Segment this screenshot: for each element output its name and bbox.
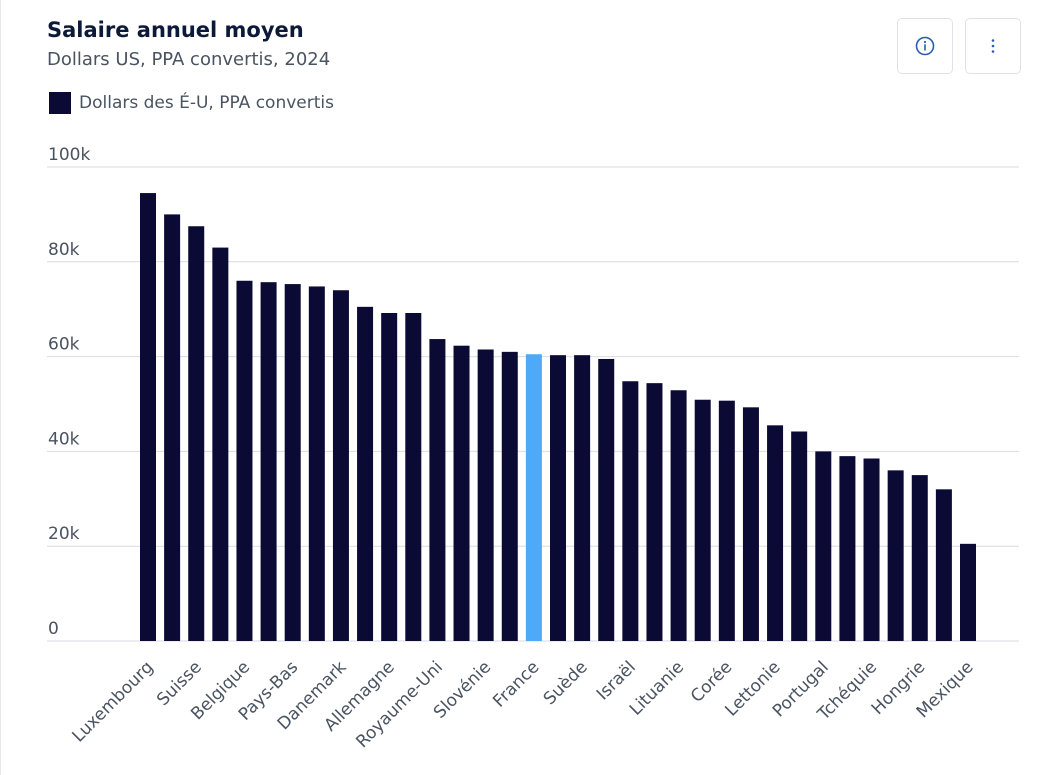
chart-subtitle: Dollars US, PPA convertis, 2024 — [47, 49, 331, 70]
bar[interactable] — [525, 354, 542, 641]
bar[interactable] — [839, 456, 856, 641]
bar[interactable] — [887, 470, 904, 641]
bar[interactable] — [550, 355, 566, 641]
y-tick-label: 20k — [48, 524, 80, 544]
x-tick-label: Lituanie — [626, 657, 688, 719]
bar[interactable] — [935, 489, 952, 641]
bar[interactable] — [791, 431, 808, 641]
more-vertical-icon — [991, 39, 995, 53]
bar[interactable] — [357, 306, 374, 641]
bar[interactable] — [911, 475, 928, 641]
bar[interactable] — [405, 312, 422, 641]
chart-legend[interactable]: Dollars des É-U, PPA convertis — [49, 92, 334, 114]
bar[interactable] — [574, 355, 591, 641]
bar[interactable] — [718, 400, 735, 641]
bar[interactable] — [188, 226, 205, 641]
info-icon — [915, 36, 935, 56]
bar[interactable] — [622, 381, 639, 641]
legend-swatch — [49, 92, 71, 114]
bar[interactable] — [332, 290, 349, 641]
bar[interactable] — [501, 351, 518, 641]
bar[interactable] — [670, 390, 687, 641]
bar[interactable] — [742, 407, 759, 641]
y-tick-label: 80k — [48, 240, 80, 260]
y-tick-label: 40k — [48, 429, 80, 449]
bar[interactable] — [694, 399, 711, 641]
bar[interactable] — [164, 214, 181, 641]
x-tick-label: France — [489, 657, 543, 711]
bar[interactable] — [236, 280, 253, 641]
bar[interactable] — [960, 543, 976, 641]
bar[interactable] — [140, 193, 156, 641]
more-options-button[interactable] — [965, 18, 1021, 74]
bar[interactable] — [863, 458, 880, 641]
bar[interactable] — [381, 312, 398, 641]
y-tick-label: 0 — [48, 619, 59, 639]
legend-label: Dollars des É-U, PPA convertis — [79, 93, 334, 113]
bar[interactable] — [429, 339, 446, 641]
bar[interactable] — [767, 425, 784, 641]
bar[interactable] — [477, 349, 494, 641]
bar[interactable] — [598, 358, 615, 641]
info-button[interactable] — [897, 18, 953, 74]
bar[interactable] — [815, 451, 832, 641]
bar[interactable] — [284, 284, 301, 641]
x-tick-label: Suède — [540, 657, 592, 709]
bar[interactable] — [453, 345, 470, 641]
bar[interactable] — [646, 383, 663, 641]
y-tick-label: 100k — [48, 145, 90, 165]
bar[interactable] — [260, 282, 277, 641]
bar[interactable] — [212, 247, 229, 641]
x-tick-label: Luxembourg — [68, 657, 157, 746]
bar[interactable] — [308, 286, 325, 641]
chart-title: Salaire annuel moyen — [47, 18, 304, 42]
y-tick-label: 60k — [48, 335, 80, 355]
